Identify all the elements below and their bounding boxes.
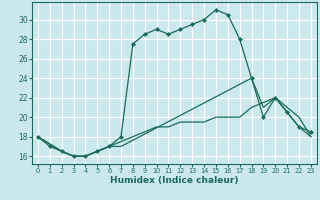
X-axis label: Humidex (Indice chaleur): Humidex (Indice chaleur) xyxy=(110,176,239,185)
